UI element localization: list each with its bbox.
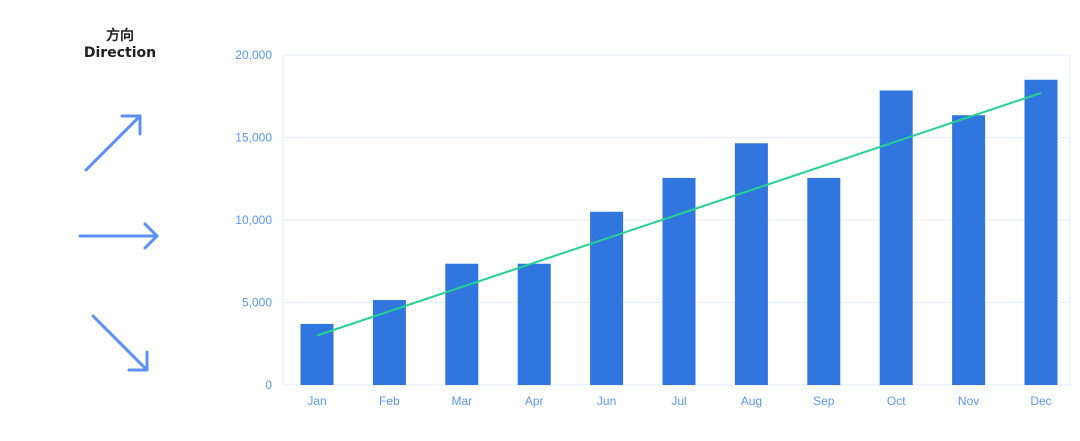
bar-oct [879, 90, 913, 385]
x-tick-label: Oct [887, 394, 906, 408]
bar-jun [590, 211, 624, 385]
x-tick-label: Jan [307, 394, 326, 408]
legend-title-en: Direction [83, 45, 157, 61]
arrow-down-right-icon [91, 314, 149, 372]
y-tick-label: 15,000 [235, 131, 272, 145]
bar-jan [300, 323, 334, 385]
y-tick-label: 20,000 [235, 48, 272, 62]
x-tick-label: Jul [671, 394, 686, 408]
x-tick-label: Aug [741, 394, 762, 408]
y-tick-label: 5,000 [242, 296, 272, 310]
bar-nov [952, 115, 986, 385]
bar-dec [1024, 79, 1058, 385]
x-tick-label: Nov [958, 394, 979, 408]
x-tick-label: Sep [813, 394, 835, 408]
bar-mar [445, 263, 479, 385]
trendline [316, 92, 1042, 337]
y-tick-label: 0 [265, 378, 272, 392]
x-tick-label: Apr [525, 394, 544, 408]
legend-title-cn: 方向 [106, 28, 134, 44]
legend-title: 方向 Direction [60, 28, 180, 62]
bar-sep [807, 177, 841, 385]
arrow-up-right-icon [84, 114, 142, 172]
arrow-right-icon [78, 222, 159, 250]
bar-apr [517, 263, 551, 385]
bar-aug [734, 143, 768, 385]
y-tick-label: 10,000 [235, 213, 272, 227]
x-tick-label: Jun [597, 394, 616, 408]
x-tick-label: Mar [451, 394, 472, 408]
x-tick-label: Dec [1030, 394, 1051, 408]
x-tick-label: Feb [379, 394, 400, 408]
direction-legend: 方向 Direction [60, 28, 180, 408]
bar-feb [372, 300, 406, 385]
bar-jul [662, 177, 696, 385]
